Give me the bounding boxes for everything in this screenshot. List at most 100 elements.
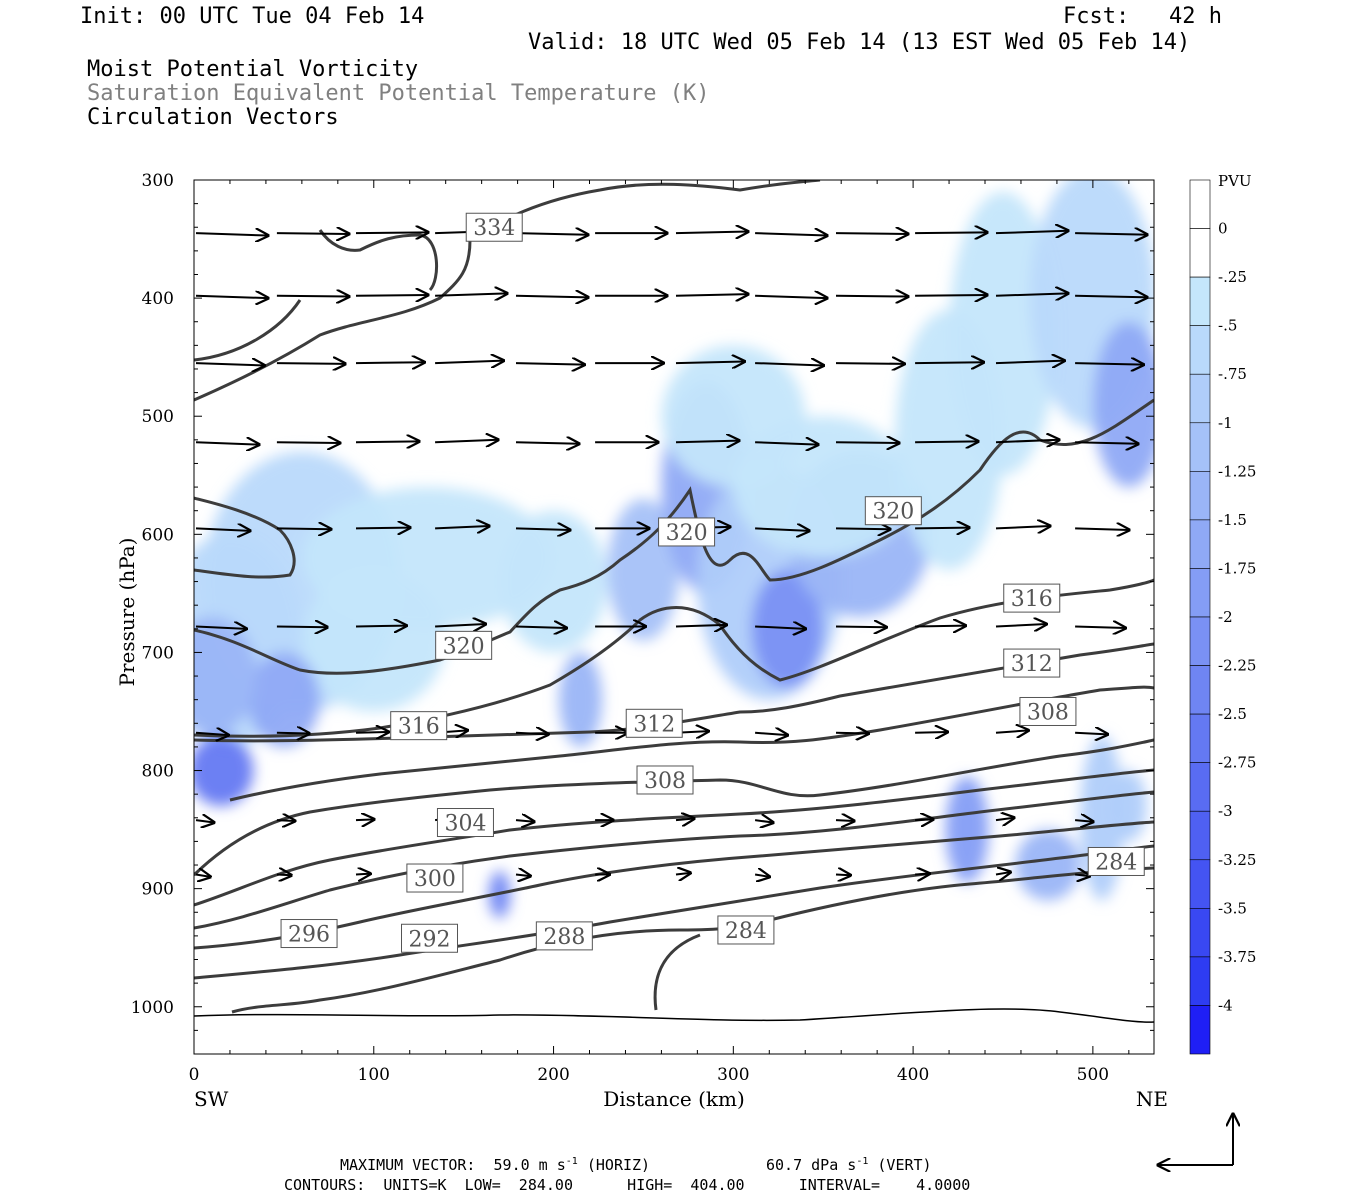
contour-label: 308 <box>1027 700 1069 725</box>
contour-label-box <box>435 630 493 660</box>
circulation-vector <box>515 233 588 235</box>
contour-ground <box>194 1008 1154 1023</box>
contour-labels: 334 320 320 320 316 316 312 312 308 308 304 300 296 2… <box>280 212 1145 953</box>
colorbar-label: -4 <box>1218 996 1233 1014</box>
contour-292 <box>194 820 1154 950</box>
circulation-vector <box>276 733 309 734</box>
circulation-vector <box>355 232 428 233</box>
circulation-vector <box>995 872 1010 874</box>
contour-label: 296 <box>288 923 330 948</box>
contour-label: 308 <box>644 769 686 794</box>
pv-shade-region <box>194 735 254 806</box>
circulation-vector <box>195 233 268 235</box>
circulation-vector <box>435 440 498 442</box>
circulation-vector <box>276 874 291 875</box>
circulation-vector <box>755 733 787 735</box>
y-tick-label: 900 <box>142 880 174 900</box>
circulation-vector <box>675 294 748 296</box>
circulation-vector <box>915 232 987 233</box>
colorbar-cell <box>1189 228 1211 278</box>
pv-shade-region <box>1015 829 1081 901</box>
y-tick-label: 1000 <box>131 998 174 1018</box>
circulation-vector <box>195 874 210 876</box>
valid-time-label: Valid: 18 UTC Wed 05 Feb 14 (13 EST Wed … <box>528 30 1191 55</box>
contour-284-inner <box>653 933 701 1011</box>
colorbar-cell <box>1189 179 1211 229</box>
x-tick-label: 100 <box>358 1065 390 1085</box>
colorbar-label: -3.5 <box>1218 899 1247 917</box>
contour-label: 288 <box>543 925 585 950</box>
contour-label: 284 <box>1095 850 1137 875</box>
x-axis-left-end-label: SW <box>194 1087 229 1111</box>
circulation-vector <box>195 626 246 628</box>
circulation-vector <box>755 233 827 235</box>
circulation-vector <box>995 624 1046 626</box>
colorbar-label: -.5 <box>1218 317 1237 335</box>
circulation-vector <box>276 233 349 234</box>
colorbar-cell <box>1189 762 1211 812</box>
circulation-vector <box>835 874 850 875</box>
init-time-label: Init: 00 UTC Tue 04 Feb 14 <box>80 4 425 29</box>
colorbar-cell <box>1189 859 1211 909</box>
y-tick-label: 800 <box>142 762 174 782</box>
circulation-vector <box>195 733 228 735</box>
colorbar-label: -.25 <box>1218 268 1247 286</box>
circulation-vector <box>515 733 548 735</box>
field-title-theta-es: Saturation Equivalent Potential Temperat… <box>87 81 710 106</box>
max-vector-horiz-exp: -1 <box>565 1156 578 1167</box>
circulation-vector <box>355 732 388 733</box>
colorbar-label: -1 <box>1218 414 1233 432</box>
circulation-vector <box>515 528 570 530</box>
contour-label-box <box>864 496 922 526</box>
colorbar-cell <box>1189 713 1211 763</box>
circulation-vector <box>755 528 809 530</box>
circulation-vector <box>915 874 929 875</box>
y-tick-label: 600 <box>142 525 174 545</box>
contour-label-box <box>717 915 775 945</box>
contour-label: 320 <box>443 634 485 659</box>
circulation-vector <box>355 362 424 363</box>
max-vector-vert: 60.7 dPa s <box>766 1156 857 1174</box>
colorbar-label: -.75 <box>1218 365 1247 383</box>
circulation-vector <box>675 819 694 821</box>
circulation-vector <box>754 874 769 876</box>
circulation-vector <box>1075 820 1093 822</box>
field-title-mpv: Moist Potential Vorticity <box>87 57 419 82</box>
circulation-vector <box>195 528 250 530</box>
circulation-vector <box>195 820 214 822</box>
contour-320-upper <box>194 496 296 579</box>
contour-label-box <box>436 808 494 838</box>
max-vector-readout: MAXIMUM VECTOR: 59.0 m s-1 (HORIZ) <box>340 1156 650 1174</box>
circulation-vector <box>675 873 690 875</box>
colorbar-cell <box>1189 325 1211 375</box>
contour-label-box <box>390 711 448 741</box>
contour-label-box <box>406 863 464 893</box>
circulation-vector <box>835 442 899 443</box>
max-vector-horiz-unit: (HORIZ) <box>577 1156 651 1174</box>
x-axis: 0 100 200 300 400 500 <box>189 180 1130 1085</box>
circulation-vector <box>915 626 965 627</box>
field-title-vectors: Circulation Vectors <box>87 105 339 130</box>
circulation-vector <box>995 818 1014 820</box>
y-tick-label: 500 <box>142 407 174 427</box>
circulation-vector <box>355 441 419 442</box>
pv-shade-region <box>661 345 806 488</box>
contour-label-box <box>1087 846 1145 876</box>
contour-label-box <box>280 919 338 949</box>
contour-label-box <box>625 708 683 738</box>
contour-label-box <box>535 921 593 951</box>
max-vector-horiz: MAXIMUM VECTOR: 59.0 m s <box>340 1156 566 1174</box>
contour-label-box <box>658 517 716 547</box>
circulation-vector <box>835 820 854 821</box>
circulation-vector <box>1074 874 1089 876</box>
colorbar-label: -1.75 <box>1218 559 1256 577</box>
contour-label-box <box>1003 648 1061 678</box>
forecast-hour-label: Fcst: 42 h <box>1063 4 1222 29</box>
contour-settings-readout: CONTOURS: UNITS=K LOW= 284.00 HIGH= 404.… <box>284 1176 971 1194</box>
circulation-vector <box>995 231 1068 233</box>
colorbar-title: PVU <box>1218 172 1252 190</box>
contour-300 <box>194 768 1154 907</box>
x-axis-label: Distance (km) <box>603 1087 745 1111</box>
plot-frame <box>193 179 1155 1055</box>
